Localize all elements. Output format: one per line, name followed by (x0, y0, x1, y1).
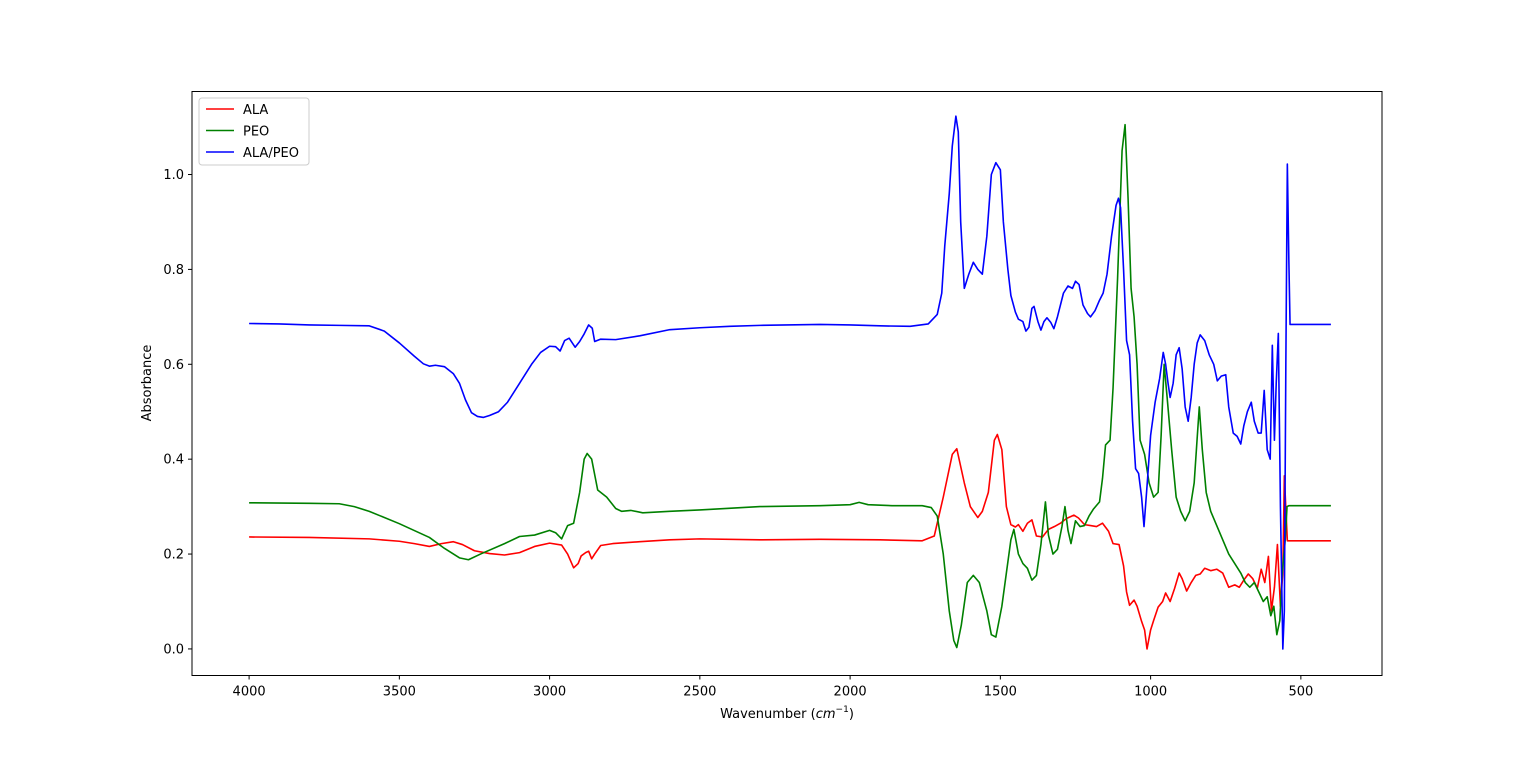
x-tick-label: 2500 (683, 685, 716, 700)
y-tick-label: 1.0 (163, 168, 184, 183)
x-axis: 4000 3500 3000 2500 2000 1500 1000 500 (233, 675, 1313, 700)
legend-box (198, 97, 310, 166)
x-tick-label: 4000 (233, 685, 266, 700)
x-axis-label: Wavenumber (cm−1) (720, 705, 854, 722)
x-tick-label: 1500 (984, 685, 1017, 700)
y-axis-label: Absorbance (140, 345, 155, 422)
legend: ALA PEO ALA/PEO (198, 97, 310, 166)
x-tick-label: 1000 (1134, 685, 1167, 700)
y-tick-label: 0.0 (163, 642, 184, 657)
y-tick-label: 0.2 (163, 548, 184, 563)
series-line-peo (249, 123, 1331, 649)
x-tick-label: 2000 (834, 685, 867, 700)
plot-frame (191, 91, 1383, 676)
legend-label-peo: PEO (243, 125, 269, 140)
y-tick-label: 0.8 (163, 263, 184, 278)
series-layer (249, 115, 1331, 650)
x-axis-unit-exponent: −1 (836, 705, 849, 715)
series-line-ala (249, 433, 1331, 650)
x-tick-label: 3500 (383, 685, 416, 700)
x-axis-unit: cm (816, 707, 836, 722)
x-tick-label: 3000 (533, 685, 566, 700)
series-line-ala-peo (249, 115, 1331, 650)
y-axis: 0.0 0.2 0.4 0.6 0.8 1.0 (163, 168, 192, 657)
x-tick-label: 500 (1288, 685, 1313, 700)
legend-label-ala-peo: ALA/PEO (243, 146, 299, 161)
y-tick-label: 0.4 (163, 453, 184, 468)
x-axis-label-text: Wavenumber (720, 707, 807, 722)
legend-label-ala: ALA (243, 103, 268, 118)
y-tick-label: 0.6 (163, 358, 184, 373)
